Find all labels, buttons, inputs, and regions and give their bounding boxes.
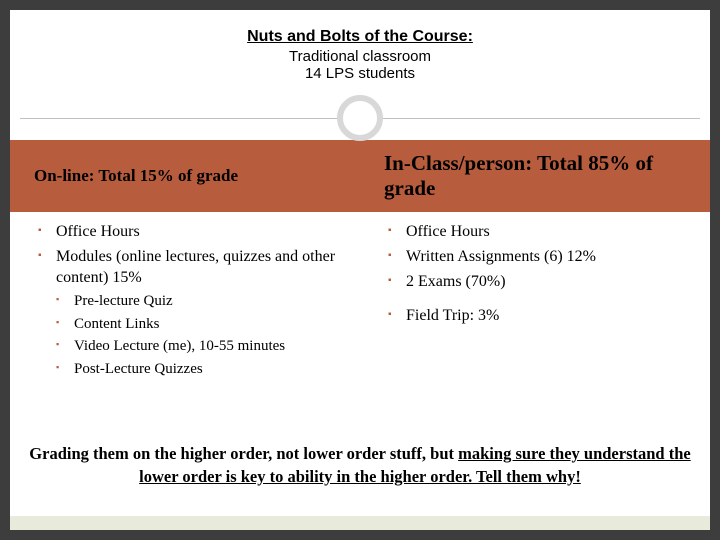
- list-item: 2 Exams (70%): [388, 272, 690, 293]
- list-item: Office Hours: [38, 222, 340, 243]
- list-item-text: Modules (online lectures, quizzes and ot…: [56, 248, 335, 286]
- list-item: Content Links: [56, 315, 340, 335]
- list-item: Modules (online lectures, quizzes and ot…: [38, 247, 340, 380]
- band-left-text: On-line: Total 15% of grade: [34, 166, 238, 186]
- band-right-text: In-Class/person: Total 85% of grade: [384, 151, 698, 201]
- list-item: Office Hours: [388, 222, 690, 243]
- list-item: Pre-lecture Quiz: [56, 292, 340, 312]
- list-item: Post-Lecture Quizzes: [56, 360, 340, 380]
- list-item: Video Lecture (me), 10-55 minutes: [56, 337, 340, 357]
- list-item: Written Assignments (6) 12%: [388, 247, 690, 268]
- list-item: Field Trip: 3%: [388, 306, 690, 327]
- left-list: Office Hours Modules (online lectures, q…: [38, 222, 340, 379]
- bottom-accent-bar: [10, 516, 710, 530]
- left-sublist: Pre-lecture Quiz Content Links Video Lec…: [56, 292, 340, 379]
- left-column: Office Hours Modules (online lectures, q…: [10, 222, 360, 383]
- slide: Nuts and Bolts of the Course: Traditiona…: [10, 10, 710, 530]
- content-columns: Office Hours Modules (online lectures, q…: [10, 222, 710, 383]
- slide-title: Nuts and Bolts of the Course:: [10, 28, 710, 46]
- slide-subtitle-1: Traditional classroom: [10, 48, 710, 65]
- heading-band: On-line: Total 15% of grade In-Class/per…: [10, 140, 710, 212]
- right-column: Office Hours Written Assignments (6) 12%…: [360, 222, 710, 383]
- band-left: On-line: Total 15% of grade: [10, 140, 360, 212]
- footer-part1: Grading them on the higher order, not lo…: [29, 444, 458, 463]
- band-right: In-Class/person: Total 85% of grade: [360, 140, 710, 212]
- right-list: Office Hours Written Assignments (6) 12%…: [388, 222, 690, 327]
- footer-text: Grading them on the higher order, not lo…: [24, 443, 696, 488]
- header: Nuts and Bolts of the Course: Traditiona…: [10, 10, 710, 90]
- slide-subtitle-2: 14 LPS students: [10, 65, 710, 82]
- circle-decoration-icon: [337, 95, 383, 141]
